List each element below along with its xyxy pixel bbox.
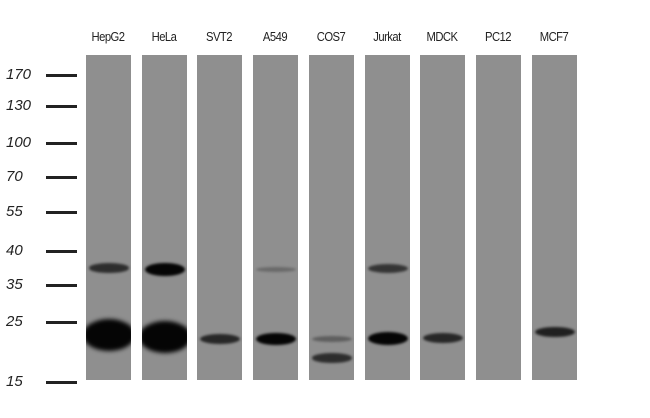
marker-label-40: 40: [6, 242, 23, 259]
band: [144, 262, 185, 277]
marker-tick: [46, 250, 77, 253]
band: [311, 335, 352, 342]
marker-tick: [46, 176, 77, 179]
marker-label-35: 35: [6, 276, 23, 293]
marker-tick: [46, 211, 77, 214]
lane-PC12: [476, 55, 521, 380]
lane-Jurkat: [365, 55, 410, 380]
lane-label: A549: [262, 30, 288, 44]
marker-tick: [46, 74, 77, 77]
lane-COS7: [309, 55, 354, 380]
lane-label: HepG2: [91, 30, 125, 44]
band: [534, 326, 575, 338]
lane-label: SVT2: [206, 30, 233, 44]
band: [255, 332, 296, 346]
lane-HepG2: [86, 55, 131, 380]
marker-label-130: 130: [6, 97, 32, 114]
marker-label-170: 170: [6, 66, 32, 83]
lane-label: Jurkat: [373, 30, 401, 44]
marker-label-100: 100: [6, 134, 32, 151]
band: [367, 263, 408, 273]
band: [311, 353, 352, 363]
lane-MDCK: [420, 55, 465, 380]
band: [199, 333, 240, 344]
band: [255, 266, 296, 272]
band: [422, 332, 463, 343]
lane-label: HeLa: [151, 30, 177, 44]
marker-tick: [46, 284, 77, 287]
marker-tick: [46, 381, 77, 384]
lane-label: COS7: [316, 30, 346, 44]
marker-tick: [46, 105, 77, 108]
marker-label-15: 15: [6, 373, 23, 390]
lane-A549: [253, 55, 298, 380]
lane-label: PC12: [485, 30, 512, 44]
marker-label-70: 70: [6, 168, 23, 185]
marker-label-55: 55: [6, 203, 23, 220]
marker-tick: [46, 142, 77, 145]
marker-tick: [46, 321, 77, 324]
lane-label: MCF7: [539, 30, 569, 44]
lane-MCF7: [532, 55, 577, 380]
band: [86, 319, 131, 352]
band: [88, 263, 129, 273]
band: [367, 331, 408, 345]
lane-SVT2: [197, 55, 242, 380]
band: [142, 321, 187, 353]
marker-label-25: 25: [6, 313, 23, 330]
lane-label: MDCK: [426, 30, 459, 44]
lane-HeLa: [142, 55, 187, 380]
